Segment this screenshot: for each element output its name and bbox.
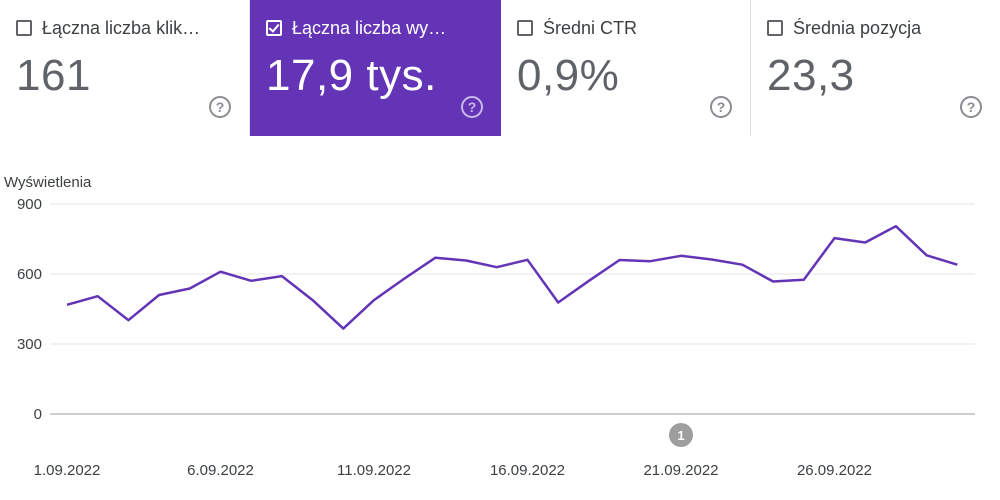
annotation-label: 1 [677,428,684,443]
metric-card-header: Łączna liczba wy… [266,16,471,40]
chart-grid [50,203,975,415]
x-tick-label: 26.09.2022 [797,462,872,479]
metric-card-clicks[interactable]: Łączna liczba klik… 161 ? [0,0,251,136]
y-tick-label: 0 [34,406,42,423]
y-tick-label: 600 [17,266,42,283]
x-tick-label: 16.09.2022 [490,462,565,479]
annotation-circle[interactable] [669,423,693,447]
help-icon[interactable]: ? [710,96,732,118]
x-tick-label: 21.09.2022 [643,462,718,479]
metric-card-header: Średnia pozycja [767,16,970,40]
x-axis-ticks: 1.09.2022 6.09.2022 11.09.2022 16.09.2022 21… [34,462,872,479]
chart-annotations: 1 [669,423,693,447]
y-axis-ticks: 900 600 300 0 [17,196,42,423]
metric-cards: Łączna liczba klik… 161 ? Łączna liczba … [0,0,1000,136]
metric-card-header: Średni CTR [516,16,720,40]
help-icon[interactable]: ? [460,96,483,118]
chart-series [66,224,958,330]
metric-label: Łączna liczba klik… [42,17,201,38]
y-axis-title: Wyświetlenia [4,174,92,191]
metric-label: Średnia pozycja [793,17,922,38]
checkbox-checked-icon[interactable] [266,20,283,36]
x-tick-label: 11.09.2022 [337,462,411,479]
metric-card-impressions[interactable]: Łączna liczba wy… 17,9 tys. ? [250,0,501,136]
impressions-chart: Wyświetlenia 900 600 300 0 1.09.2022 6.09.20… [4,174,975,479]
metric-value: 17,9 tys. [266,51,437,100]
help-icon[interactable]: ? [960,96,983,118]
metric-card-header: Łączna liczba klik… [16,16,219,40]
help-icon[interactable]: ? [209,96,232,118]
checkbox-icon[interactable] [516,20,533,36]
series-line [66,224,958,330]
metric-value: 161 [16,51,91,100]
annotation-marker[interactable]: 1 [669,423,693,447]
metric-value: 0,9% [516,51,620,100]
x-tick-label: 6.09.2022 [187,462,254,479]
metric-card-position[interactable]: Średnia pozycja 23,3 ? [751,0,1000,136]
checkbox-icon[interactable] [767,20,783,36]
metric-value: 23,3 [767,51,855,100]
y-tick-label: 900 [17,196,42,213]
y-tick-label: 300 [17,336,42,353]
metric-label: Łączna liczba wy… [292,17,447,38]
metric-card-ctr[interactable]: Średni CTR 0,9% ? [500,0,751,136]
metric-label: Średni CTR [542,17,638,38]
checkbox-icon[interactable] [16,20,32,36]
x-tick-label: 1.09.2022 [34,462,101,479]
